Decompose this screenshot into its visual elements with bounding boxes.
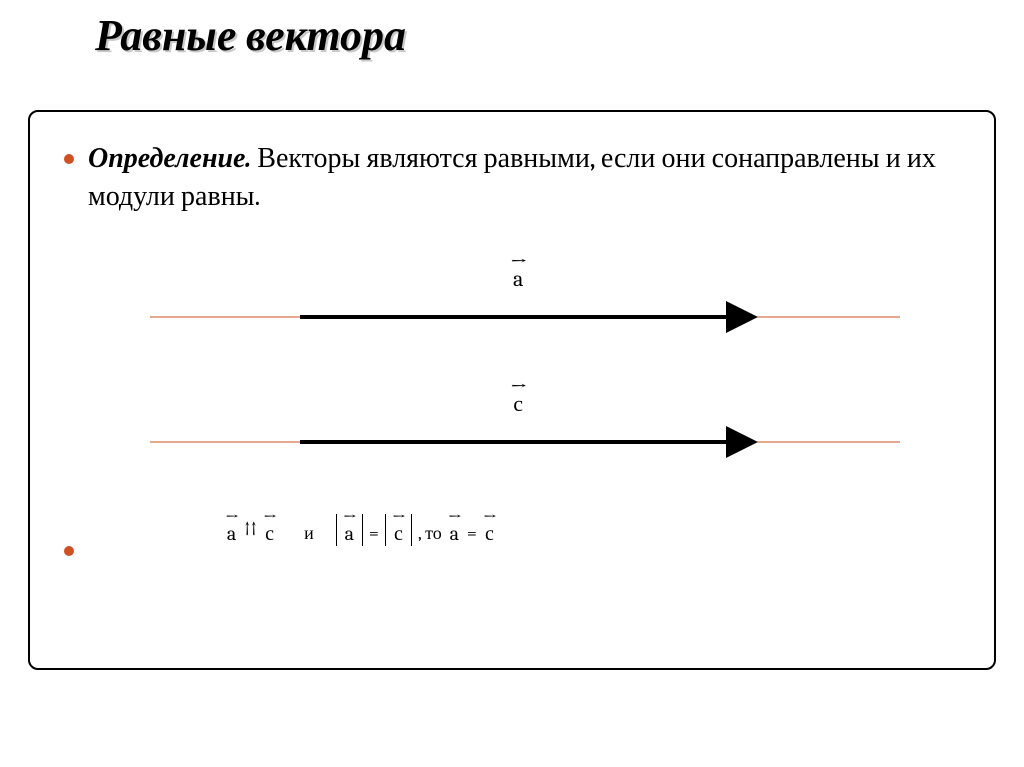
formula-vec-a: → a	[225, 513, 238, 544]
formula-row: → a ↑↑ → с и → a = → с , то	[225, 512, 496, 544]
abs-bar-icon	[362, 514, 363, 546]
definition-row: Определение. Векторы являются равными, е…	[64, 140, 960, 216]
abs-bar-icon	[385, 514, 386, 546]
abs-bar-icon	[336, 514, 337, 546]
formula-abs-a: → a	[343, 513, 356, 544]
formula-abs-c: → с	[392, 513, 405, 544]
definition-label: Определение.	[88, 142, 251, 174]
formula-vec-c: → с	[263, 513, 276, 544]
formula-res-c: → с	[483, 513, 496, 544]
definition-text: Определение. Векторы являются равными, е…	[88, 140, 960, 216]
formula-and: и	[304, 523, 314, 544]
slide-title: Равные вектора	[95, 10, 406, 61]
formula-eq-2: =	[467, 523, 477, 544]
abs-bar-icon	[411, 514, 412, 546]
vector-label-a: → a	[510, 257, 526, 290]
formula-res-a: → a	[448, 513, 461, 544]
slide: Равные вектора Определение. Векторы явля…	[0, 0, 1024, 767]
formula-then: , то	[418, 523, 442, 544]
formula-eq-1: =	[369, 523, 379, 544]
content-frame: Определение. Векторы являются равными, е…	[28, 110, 996, 670]
bullet-icon	[64, 546, 74, 556]
vector-label-c: → с	[510, 382, 526, 415]
codirectional-icon: ↑↑	[244, 516, 257, 542]
bullet-icon	[64, 154, 74, 164]
